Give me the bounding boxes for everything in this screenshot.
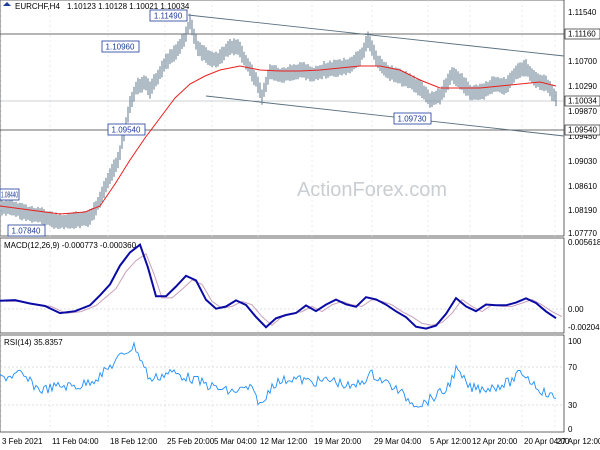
rsi-tick-label: 100 xyxy=(568,337,582,346)
svg-text:1.09540: 1.09540 xyxy=(568,126,597,135)
trend-channel xyxy=(187,14,565,137)
price-tick-label: 1.07770 xyxy=(568,229,597,238)
time-axis: 3 Feb 2021 11 Feb 04:00 18 Feb 12:00 25 Feb… xyxy=(2,437,600,446)
macd-label: MACD(12,26,9) -0.000773 -0.000360 xyxy=(4,241,137,250)
macd-tick-label: 0.00 xyxy=(568,305,584,314)
annotation-1.11490: 1.11490 xyxy=(149,9,188,22)
x-tick-label: 5 Mar 04:00 xyxy=(214,437,257,446)
macd-tick-label: 0.005618 xyxy=(568,238,600,247)
price-tick-label: 1.08190 xyxy=(568,206,597,215)
x-tick-label: 20 Apr 04:00 xyxy=(524,437,570,446)
svg-text:1.10034: 1.10034 xyxy=(568,97,597,106)
annotation-1.08440: 1.08440 xyxy=(0,188,20,201)
rsi-tick-label: 0 xyxy=(568,425,573,434)
macd-tick-label: -0.002046 xyxy=(568,323,600,332)
channel-upper-line xyxy=(187,14,565,57)
rsi-label: RSI(14) 35.8357 xyxy=(4,338,63,347)
current-price-tag: 1.10034 xyxy=(564,95,600,107)
svg-text:1.10960: 1.10960 xyxy=(106,43,135,52)
price-tick-label: 1.09030 xyxy=(568,157,597,166)
macd-axis: 0.005618 0.00 -0.002046 xyxy=(568,238,600,332)
price-tick-label: 1.11540 xyxy=(568,8,597,17)
moving-average-series xyxy=(0,65,557,215)
price-tick-label: 1.09450 xyxy=(568,132,597,141)
svg-text:1.09540: 1.09540 xyxy=(112,126,141,135)
instrument-label: EURCHF,H4 xyxy=(15,2,60,11)
x-tick-label: 19 Mar 20:00 xyxy=(314,437,362,446)
channel-lower-line xyxy=(205,95,565,137)
x-tick-label: 25 Feb 20:00 xyxy=(167,437,215,446)
rsi-tick-label: 30 xyxy=(568,401,577,410)
price-axis: 1.11540 1.10700 1.10290 1.09870 1.09450 1.090… xyxy=(568,8,597,238)
horizontal-levels xyxy=(0,33,564,131)
x-tick-label: 5 Apr 12:00 xyxy=(430,437,471,446)
price-tick-label: 1.10290 xyxy=(568,82,597,91)
level-tag-lower: 1.09540 xyxy=(564,124,600,136)
x-tick-label: 3 Feb 2021 xyxy=(2,437,43,446)
annotation-1.07840: 1.07840 xyxy=(7,224,46,237)
svg-text:1.09730: 1.09730 xyxy=(398,115,427,124)
macd-series xyxy=(0,243,557,330)
price-panel-frame xyxy=(0,0,565,237)
svg-text:1.11490: 1.11490 xyxy=(154,12,183,21)
price-tick-label: 1.10700 xyxy=(568,57,597,66)
x-tick-label: 11 Feb 04:00 xyxy=(52,437,99,446)
x-tick-label: 18 Feb 12:00 xyxy=(110,437,158,446)
triangle-icon xyxy=(3,2,11,6)
chart-header: EURCHF,H4 1.10123 1.10128 1.10021 1.1003… xyxy=(3,2,190,11)
price-tick-label: 1.09870 xyxy=(568,107,597,116)
annotation-1.09540: 1.09540 xyxy=(107,123,146,136)
level-tag-upper: 1.11160 xyxy=(564,28,600,40)
rsi-axis: 100 70 30 0 xyxy=(568,337,582,434)
x-tick-label: 12 Mar 12:00 xyxy=(260,437,308,446)
macd-panel-frame xyxy=(0,237,565,334)
annotation-1.10960: 1.10960 xyxy=(101,40,140,53)
svg-text:1.11160: 1.11160 xyxy=(568,30,596,39)
rsi-panel-frame xyxy=(0,334,565,433)
watermark: ActionForex.com xyxy=(297,179,447,201)
x-tick-label: 29 Mar 04:00 xyxy=(374,437,422,446)
svg-text:1.07840: 1.07840 xyxy=(12,227,41,236)
annotation-1.09730: 1.09730 xyxy=(393,112,432,125)
ohlc-values: 1.10123 1.10128 1.10021 1.10034 xyxy=(67,2,190,11)
x-tick-label: 12 Apr 20:00 xyxy=(472,437,518,446)
svg-text:1.08440: 1.08440 xyxy=(1,191,18,200)
rsi-tick-label: 70 xyxy=(568,363,577,372)
rsi-series xyxy=(0,341,557,408)
x-tick-label: 27 Apr 12:00 xyxy=(557,437,600,446)
price-tick-label: 1.08610 xyxy=(568,182,597,191)
